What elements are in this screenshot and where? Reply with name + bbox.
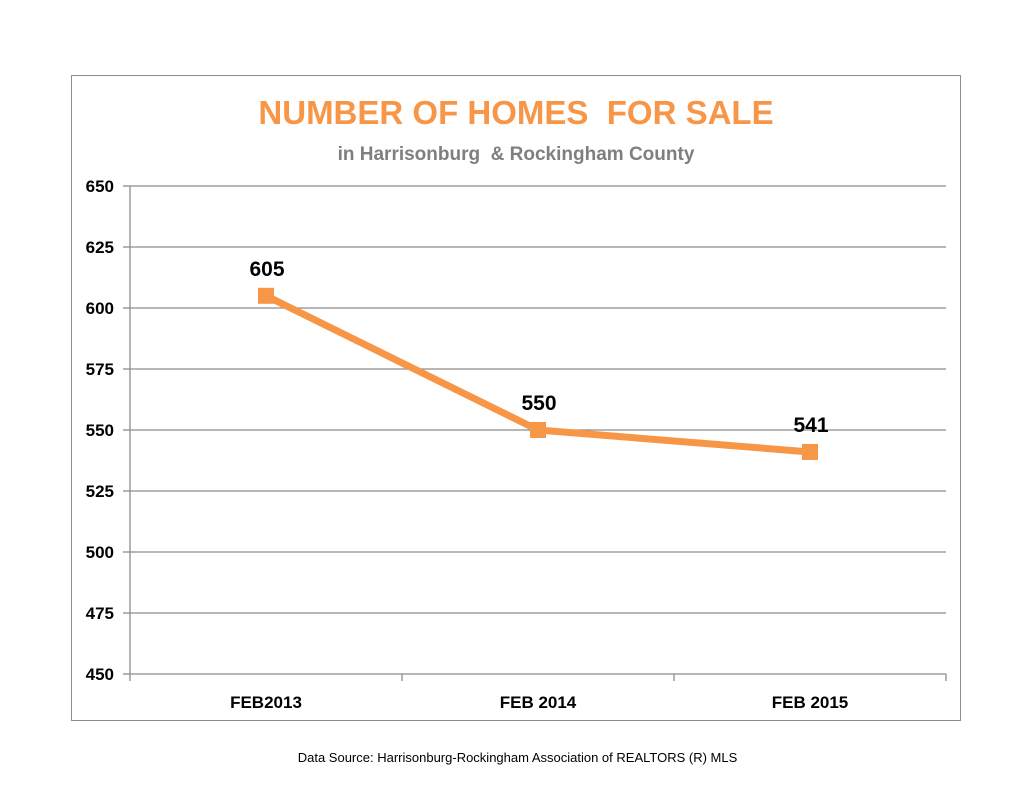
axes — [123, 185, 947, 681]
data-point-marker — [802, 443, 818, 460]
chart-subtitle: in Harrisonburg & Rockingham County — [338, 144, 695, 165]
data-label: 550 — [521, 392, 556, 415]
y-tick-label: 575 — [86, 360, 114, 379]
series-layer — [258, 287, 818, 460]
x-tick-label: FEB 2014 — [500, 693, 577, 712]
chart-title: NUMBER OF HOMES FOR SALE — [258, 94, 773, 131]
data-point-marker — [530, 422, 546, 438]
x-tick-label: FEB2013 — [230, 693, 302, 712]
data-label: 541 — [793, 414, 828, 437]
x-tick-labels: FEB2013 FEB 2014 FEB 2015 — [230, 693, 848, 712]
y-tick-label: 650 — [86, 177, 114, 196]
data-labels: 605 550 541 — [249, 258, 828, 437]
y-tick-label: 500 — [86, 543, 114, 562]
data-label: 605 — [249, 258, 284, 281]
x-tick-label: FEB 2015 — [772, 693, 849, 712]
y-tick-label: 475 — [86, 604, 114, 623]
y-tick-label: 550 — [86, 421, 114, 440]
y-tick-label: 525 — [86, 482, 114, 501]
y-tick-label: 600 — [86, 299, 114, 318]
y-tick-label: 625 — [86, 238, 114, 257]
data-source-note: Data Source: Harrisonburg-Rockingham Ass… — [297, 750, 738, 765]
data-point-marker — [258, 287, 274, 304]
y-tick-label: 450 — [86, 665, 114, 684]
y-tick-labels: 650 625 600 575 550 525 500 475 450 — [86, 177, 114, 684]
line-chart: NUMBER OF HOMES FOR SALE in Harrisonburg… — [86, 94, 947, 712]
